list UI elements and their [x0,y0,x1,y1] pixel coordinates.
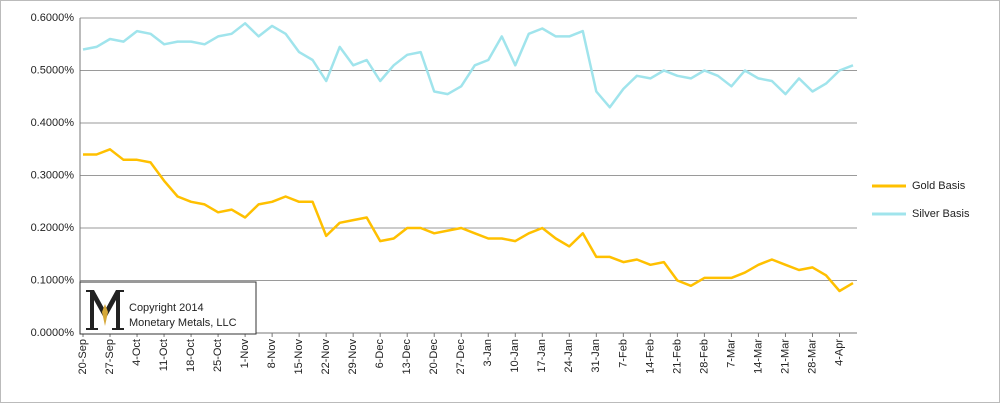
x-tick-label: 15-Nov [293,339,305,375]
x-tick-label: 13-Dec [401,339,413,375]
x-tick-label: 21-Mar [779,339,791,374]
x-tick-label: 21-Feb [671,339,683,374]
y-tick-label: 0.1000% [31,274,75,286]
legend-label: Gold Basis [912,180,966,192]
x-tick-label: 31-Jan [590,339,602,373]
x-tick-label: 4-Apr [833,339,845,366]
x-tick-label: 1-Nov [239,339,251,369]
watermark-text: Copyright 2014 [129,302,204,314]
x-tick-label: 22-Nov [320,339,332,375]
x-tick-label: 10-Jan [509,339,521,373]
legend-label: Silver Basis [912,208,970,220]
x-tick-label: 27-Dec [455,339,467,375]
y-tick-label: 0.4000% [31,117,75,129]
x-tick-label: 3-Jan [482,339,494,367]
x-tick-label: 4-Oct [131,339,143,366]
y-tick-label: 0.6000% [31,12,75,24]
x-tick-label: 11-Oct [158,339,170,371]
x-tick-label: 18-Oct [185,339,197,372]
y-tick-label: 0.0000% [31,327,75,339]
y-tick-label: 0.5000% [31,64,75,76]
x-tick-label: 8-Nov [266,339,278,369]
series-line [83,148,854,293]
x-tick-label: 7-Mar [725,339,737,368]
x-tick-label: 27-Sep [104,339,116,374]
y-tick-label: 0.2000% [31,222,75,234]
x-tick-label: 14-Mar [752,339,764,374]
x-tick-label: 14-Feb [644,339,656,374]
watermark-text: Monetary Metals, LLC [129,317,237,329]
series-line [82,22,854,109]
x-tick-label: 28-Feb [698,339,710,374]
x-tick-label: 28-Mar [806,339,818,374]
logo-pen [102,304,108,326]
x-tick-label: 6-Dec [374,339,386,369]
x-tick-label: 17-Jan [536,339,548,373]
y-tick-label: 0.3000% [31,169,75,181]
x-tick-label: 29-Nov [347,339,359,375]
watermark: Copyright 2014 Monetary Metals, LLC [79,281,257,335]
x-tick-label: 24-Jan [563,339,575,373]
x-tick-label: 20-Dec [428,339,440,375]
x-tick-label: 7-Feb [617,339,629,368]
x-tick-label: 20-Sep [77,339,89,374]
x-tick-label: 25-Oct [212,339,224,372]
